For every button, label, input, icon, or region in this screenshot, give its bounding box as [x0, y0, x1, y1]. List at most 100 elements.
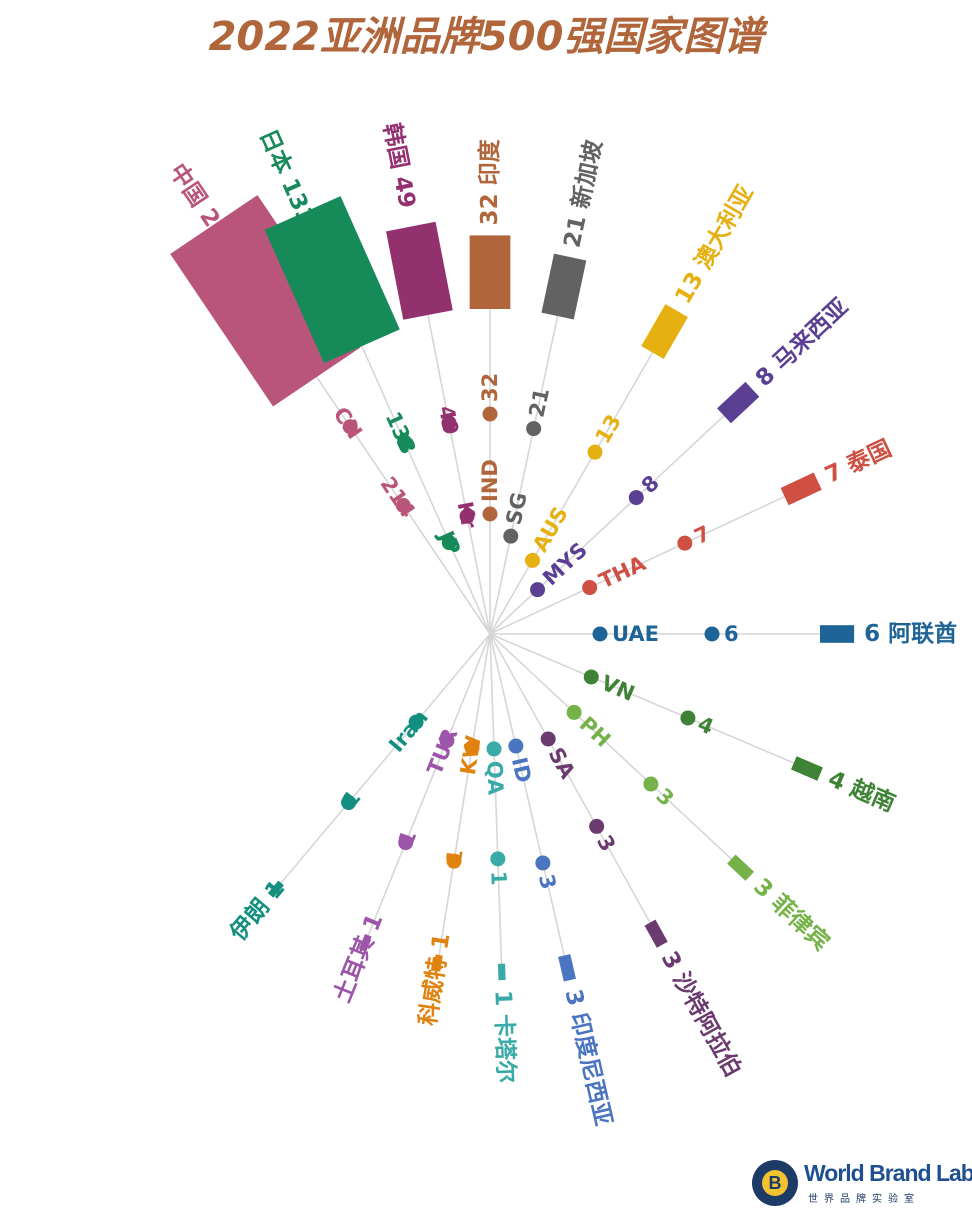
- spoke-iran: [279, 633, 491, 886]
- name-label-tur: 土耳其 1: [329, 910, 388, 1006]
- bar-kw: [433, 954, 443, 972]
- value-dot-tur: [398, 835, 414, 851]
- value-dot-mys: [628, 490, 644, 506]
- value-label-jp: 133: [381, 408, 421, 458]
- spokes-layer: [279, 307, 822, 966]
- code-dot-ind: [482, 506, 498, 522]
- value-label-kr: 49: [434, 404, 463, 437]
- wbl-seal-icon: B: [752, 1160, 798, 1206]
- value-label-tur: 1: [394, 827, 422, 850]
- value-label-tha: 7: [691, 521, 714, 549]
- code-dot-aus: [525, 552, 540, 568]
- brand-subtitle: 世界品牌实验室: [808, 1194, 920, 1205]
- code-label-cn: CN: [328, 403, 366, 444]
- code-label-ind: IND: [478, 459, 502, 502]
- bar-sa: [644, 919, 668, 948]
- value-dot-kr: [441, 415, 457, 431]
- name-label-sa: 3 沙特阿拉伯: [656, 947, 747, 1082]
- name-label-ph: 3 菲律宾: [748, 873, 834, 956]
- value-dot-aus: [587, 444, 603, 460]
- bar-cn: [170, 195, 361, 407]
- name-label-iran: 伊朗 1: [224, 875, 290, 947]
- value-label-iran: 1: [338, 786, 366, 813]
- value-dot-iran: [341, 795, 357, 811]
- bar-ph: [727, 854, 755, 881]
- value-label-sg: 21: [524, 386, 554, 420]
- code-dot-uae: [592, 626, 608, 642]
- code-label-kr: Kr: [453, 500, 482, 531]
- code-label-sg: SG: [502, 490, 532, 527]
- bar-uae: [820, 625, 855, 643]
- name-label-ind: 32 印度: [476, 138, 503, 225]
- spoke-aus: [489, 350, 655, 635]
- code-dot-tha: [582, 580, 598, 596]
- code-label-kw: KW: [456, 734, 486, 777]
- name-label-kr: 韩国 49: [378, 121, 421, 211]
- value-dot-vn: [680, 710, 696, 726]
- value-label-id: 3: [534, 872, 561, 892]
- bar-mys: [717, 381, 760, 424]
- value-label-cn: 214: [376, 472, 420, 522]
- code-dot-tur: [439, 733, 455, 749]
- brand-wordmark: World Brand Lab: [804, 1160, 972, 1186]
- bar-vn: [790, 756, 823, 781]
- code-label-iran: Iran: [384, 705, 433, 757]
- code-dot-sg: [503, 528, 519, 544]
- name-label-uae: 6 阿联酋: [864, 620, 957, 647]
- code-dot-qa: [486, 741, 502, 757]
- value-label-kw: 1: [442, 847, 468, 865]
- spoke-jp: [360, 344, 491, 635]
- code-dot-jp: [441, 535, 457, 551]
- value-label-ind: 32: [478, 373, 502, 402]
- value-dot-jp: [397, 434, 413, 450]
- value-label-uae: 6: [724, 622, 739, 646]
- value-dot-uae: [704, 626, 720, 642]
- value-label-sa: 3: [592, 831, 620, 855]
- spoke-kw: [438, 633, 491, 958]
- code-dot-iran: [408, 714, 424, 730]
- spoke-tha: [489, 495, 787, 635]
- value-dot-cn: [395, 497, 411, 513]
- bar-id: [558, 954, 576, 982]
- name-label-kw: 科威特 1: [414, 931, 455, 1027]
- code-dot-vn: [583, 669, 599, 685]
- name-label-id: 3 印度尼西亚: [560, 987, 618, 1129]
- name-label-vn: 4 越南: [824, 766, 899, 817]
- name-label-aus: 13 澳大利亚: [670, 181, 759, 308]
- spoke-tur: [366, 633, 491, 938]
- spoke-sa: [489, 633, 652, 925]
- value-dot-tha: [677, 535, 693, 551]
- name-label-tha: 7 泰国: [821, 435, 896, 489]
- value-dot-qa: [490, 851, 506, 867]
- value-dot-ind: [482, 406, 498, 422]
- value-label-vn: 4: [694, 712, 717, 740]
- chart-title: 2022亚洲品牌500强国家图谱: [209, 14, 769, 60]
- spoke-ph: [489, 633, 734, 862]
- bar-tha: [780, 472, 822, 506]
- code-label-tha: THA: [596, 551, 650, 593]
- code-dot-kr: [459, 508, 475, 524]
- code-dot-mys: [530, 582, 546, 598]
- code-label-uae: UAE: [612, 622, 659, 646]
- name-label-mys: 8 马来西亚: [751, 294, 854, 392]
- code-label-sa: SA: [544, 744, 581, 784]
- bar-aus: [641, 304, 688, 359]
- code-label-id: ID: [507, 755, 536, 785]
- code-dot-ph: [566, 704, 582, 720]
- code-label-qa: QA: [482, 760, 507, 796]
- dots-layer: [341, 406, 720, 871]
- code-label-vn: VN: [598, 671, 639, 706]
- value-label-aus: 13: [591, 410, 626, 447]
- name-label-sg: 21 新加坡: [559, 138, 608, 250]
- value-dot-sa: [589, 818, 605, 834]
- bar-sg: [541, 253, 587, 320]
- bar-qa: [497, 963, 506, 981]
- spoke-id: [489, 633, 566, 958]
- bars-layer: [170, 195, 855, 982]
- spoke-vn: [489, 633, 796, 765]
- value-dot-id: [535, 855, 551, 871]
- code-dot-cn: [342, 419, 358, 435]
- name-label-qa: 1 卡塔尔: [489, 990, 519, 1084]
- bar-jp: [264, 196, 400, 364]
